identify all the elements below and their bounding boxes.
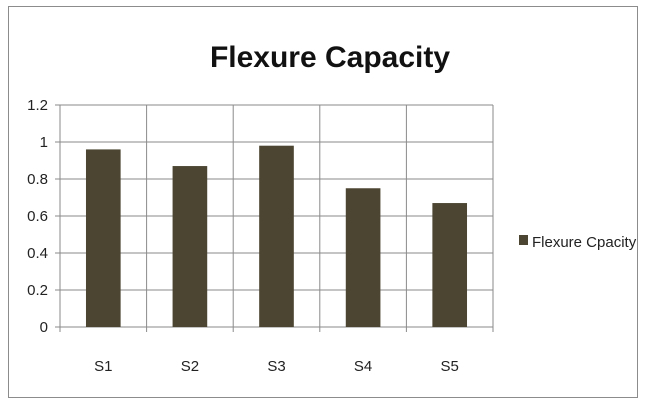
bar-s3	[259, 145, 294, 327]
chart-title: Flexure Capacity	[210, 41, 450, 74]
y-tick-label: 1	[40, 134, 48, 151]
x-axis-ticks: S1 S2 S3 S4 S5	[94, 358, 459, 375]
bar-s4	[345, 188, 381, 327]
x-tick-label: S1	[94, 358, 112, 375]
y-tick-label: 0.8	[27, 171, 48, 188]
y-tick-label: 0	[40, 319, 48, 336]
bars	[85, 145, 468, 327]
y-tick-label: 0.6	[27, 208, 48, 225]
y-tick-label: 1.2	[27, 97, 48, 114]
x-tick-label: S3	[267, 358, 285, 375]
legend: Flexure Cpacity	[519, 234, 637, 251]
legend-label: Flexure Cpacity	[532, 234, 637, 251]
y-tick-label: 0.2	[27, 282, 48, 299]
bar-s2	[172, 166, 208, 327]
legend-swatch	[519, 235, 528, 245]
grid	[59, 104, 494, 332]
x-tick-label: S5	[441, 358, 459, 375]
x-tick-label: S2	[181, 358, 199, 375]
y-axis-ticks: 0 0.2 0.4 0.6 0.8 1 1.2	[27, 97, 60, 336]
bar-s1	[85, 149, 121, 327]
bar-s5	[432, 203, 468, 327]
y-tick-label: 0.4	[27, 245, 48, 262]
x-tick-label: S4	[354, 358, 372, 375]
